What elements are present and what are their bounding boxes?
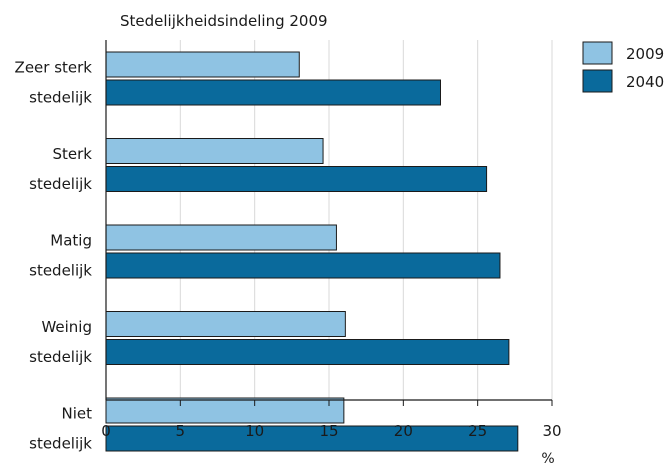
x-tick-label: 10 (245, 422, 264, 440)
category-label: stedelijk (29, 175, 92, 193)
bar-2009-4 (105, 397, 345, 424)
legend-label: 2040 (626, 73, 664, 91)
bar-2009-0 (105, 51, 300, 78)
x-tick-label: 15 (319, 422, 338, 440)
chart-title: Stedelijkheidsindeling 2009 (120, 12, 328, 30)
category-label: stedelijk (29, 89, 92, 107)
legend-swatch-2040 (582, 69, 613, 93)
x-axis-label: % (541, 451, 554, 464)
category-label: stedelijk (29, 348, 92, 366)
category-label: Niet (62, 405, 93, 423)
bar-2040-3 (105, 339, 510, 365)
x-tick-label: 20 (394, 422, 413, 440)
x-tick-label: 5 (176, 422, 186, 440)
bar-2009-1 (105, 138, 324, 164)
x-tick-label: 30 (542, 422, 561, 440)
legend-label: 2009 (626, 45, 664, 63)
bar-2040-4 (105, 425, 519, 452)
category-label: stedelijk (29, 262, 92, 280)
category-label: Sterk (53, 145, 93, 163)
x-tick-label: 0 (101, 422, 111, 440)
legend-swatch-2009 (582, 41, 613, 65)
bar-2009-3 (105, 311, 346, 337)
category-label: stedelijk (29, 435, 92, 453)
bar-2040-0 (105, 79, 441, 106)
category-label: Zeer sterk (15, 59, 93, 77)
bar-2009-2 (105, 224, 337, 251)
x-tick-label: 25 (468, 422, 487, 440)
category-label: Matig (50, 232, 92, 250)
bar-2040-2 (105, 252, 501, 279)
bar-2040-1 (105, 166, 488, 192)
category-label: Weinig (41, 318, 92, 336)
